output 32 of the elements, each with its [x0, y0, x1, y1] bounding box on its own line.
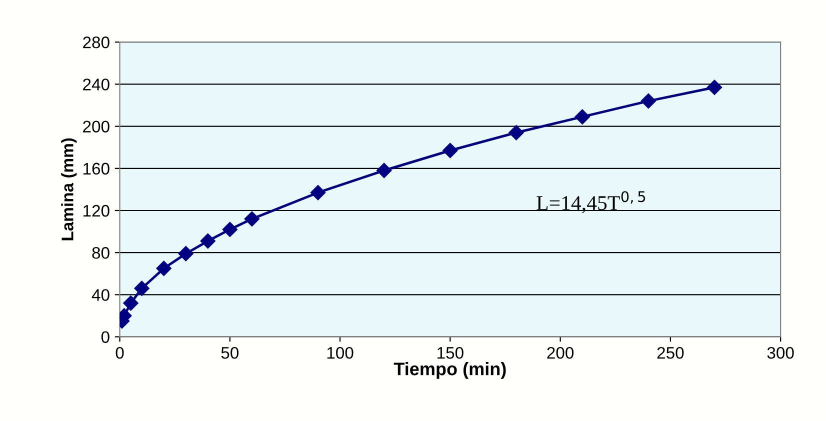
point [244, 211, 260, 226]
y-tick-label: 120 [84, 204, 110, 217]
x-tick-label: 100 [327, 346, 354, 359]
x-tick-label: 250 [657, 346, 684, 359]
y-tick-label: 240 [83, 78, 110, 90]
x-tick-label: 0 [116, 346, 124, 359]
point [376, 162, 392, 178]
x-tick-label: 300 [767, 346, 794, 359]
x-tick-label: 200 [547, 346, 574, 359]
y-tick-label: 80 [92, 247, 110, 259]
point [640, 93, 656, 109]
point [134, 280, 150, 296]
y-tick-label: 0 [101, 331, 110, 344]
point [508, 125, 524, 140]
y-tick-label: 200 [83, 120, 110, 133]
point [310, 185, 326, 200]
point [574, 109, 590, 124]
point [706, 80, 722, 95]
x-tick-label: 150 [438, 346, 464, 359]
point [156, 260, 172, 276]
point [178, 246, 194, 262]
point [200, 233, 216, 249]
x-tick-label: 50 [221, 346, 239, 359]
point [123, 296, 138, 311]
x-axis-title: Tiempo (min) [394, 362, 506, 379]
annotation: L=14,45T$^{0,5}$ [536, 191, 646, 214]
y-tick-label: 160 [84, 162, 110, 175]
point [442, 142, 458, 158]
y-tick-label: 40 [92, 289, 110, 301]
point [222, 222, 238, 238]
y-axis-title: Lamina (mm) [61, 138, 77, 240]
y-tick-label: 280 [83, 36, 110, 48]
